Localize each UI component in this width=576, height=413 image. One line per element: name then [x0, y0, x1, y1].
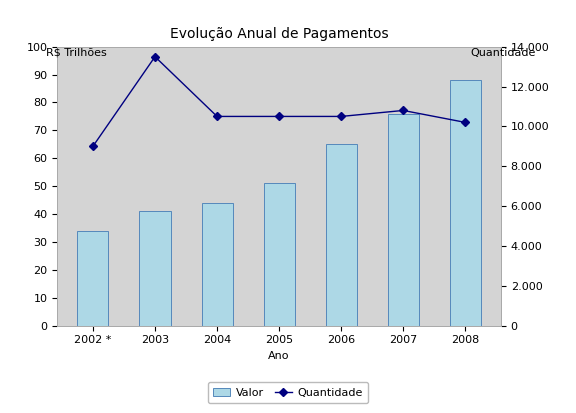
Title: Evolução Anual de Pagamentos: Evolução Anual de Pagamentos: [170, 27, 388, 41]
Quantidade: [400, 108, 407, 113]
Quantidade: [151, 54, 158, 59]
Quantidade: [462, 120, 469, 125]
Legend: Valor, Quantidade: Valor, Quantidade: [208, 382, 368, 404]
Quantidade: [276, 114, 283, 119]
Bar: [325, 144, 357, 325]
Quantidade: [214, 114, 221, 119]
Bar: [202, 203, 233, 325]
X-axis label: Ano: Ano: [268, 351, 290, 361]
Bar: [388, 114, 419, 325]
Quantidade: [89, 144, 96, 149]
Quantidade: [338, 114, 344, 119]
Bar: [139, 211, 170, 325]
Text: Quantidade: Quantidade: [471, 48, 536, 58]
Bar: [264, 183, 295, 325]
Bar: [77, 231, 108, 325]
Line: Quantidade: Quantidade: [90, 54, 468, 149]
Text: R$ Trilhões: R$ Trilhões: [46, 48, 107, 58]
Bar: [450, 80, 481, 325]
